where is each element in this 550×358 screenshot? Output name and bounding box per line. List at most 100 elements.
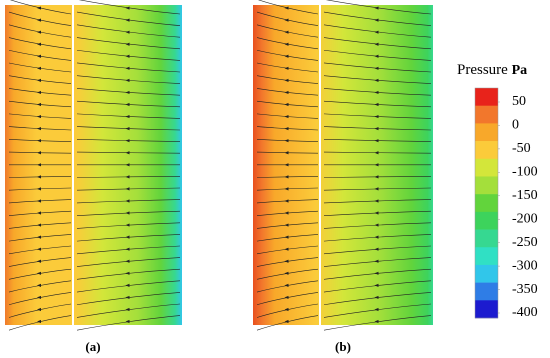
arrowhead: [125, 127, 130, 131]
arrowhead: [284, 319, 289, 324]
arrowhead: [284, 295, 289, 300]
color-band: [475, 194, 498, 213]
arrowhead: [125, 259, 130, 263]
arrowhead: [374, 18, 379, 22]
arrowhead: [37, 211, 41, 215]
arrowhead: [125, 18, 130, 22]
panel-label: (b): [335, 339, 351, 354]
arrowhead: [125, 151, 130, 155]
arrowhead: [125, 30, 130, 34]
arrowhead: [374, 102, 379, 107]
arrowhead: [37, 151, 41, 155]
arrowhead: [37, 90, 41, 95]
color-band: [475, 300, 498, 319]
color-band: [475, 158, 498, 177]
arrowhead: [374, 78, 379, 82]
arrowhead: [284, 307, 289, 312]
streamlines: [8, 0, 432, 331]
arrowhead: [374, 42, 379, 46]
arrowhead: [125, 42, 130, 46]
arrowhead: [374, 151, 379, 155]
arrowhead: [374, 127, 379, 131]
arrowhead: [284, 30, 289, 34]
arrowhead: [125, 199, 130, 203]
arrowhead: [374, 30, 379, 34]
arrowhead: [125, 295, 130, 300]
arrowhead: [37, 114, 41, 119]
arrowhead: [284, 66, 289, 70]
arrowhead: [125, 247, 130, 251]
arrowhead: [37, 235, 41, 239]
color-band: [475, 105, 498, 124]
arrowhead: [374, 54, 379, 58]
color-band: [475, 211, 498, 230]
arrowhead: [374, 66, 379, 70]
arrowhead: [37, 199, 41, 203]
arrowhead: [37, 175, 41, 179]
arrowhead: [37, 163, 41, 167]
arrowhead: [37, 54, 41, 58]
arrowhead: [284, 78, 289, 82]
arrowhead: [37, 127, 41, 131]
unit-text: Pa: [512, 63, 528, 78]
arrowhead: [37, 259, 41, 263]
arrowhead: [284, 151, 289, 155]
tick-label: -200: [512, 211, 538, 226]
tick-label: 50: [512, 94, 526, 109]
panel-label: (a): [85, 339, 100, 354]
arrowhead: [284, 271, 289, 275]
arrowhead: [125, 187, 130, 191]
colorbar-title: Pressure Pa: [457, 62, 527, 78]
arrowhead: [284, 42, 289, 46]
arrowhead: [37, 319, 41, 324]
color-band: [475, 247, 498, 266]
tick-label: 0: [512, 118, 519, 133]
arrowhead: [37, 307, 41, 312]
arrowhead: [125, 114, 130, 119]
tick-label: -100: [512, 165, 538, 180]
arrowhead: [374, 223, 379, 227]
arrowhead: [37, 139, 41, 143]
arrowhead: [374, 271, 379, 275]
arrowhead: [37, 247, 41, 251]
arrowhead: [125, 163, 130, 167]
arrowhead: [37, 283, 41, 287]
arrowhead: [284, 259, 289, 263]
color-band: [475, 229, 498, 248]
arrowhead: [37, 6, 41, 10]
arrowhead: [125, 139, 130, 143]
arrowhead: [374, 319, 379, 324]
arrowhead: [284, 235, 289, 239]
arrowhead: [284, 199, 289, 203]
arrowhead: [284, 90, 289, 95]
color-band: [475, 264, 498, 283]
arrowhead: [125, 283, 130, 287]
arrowhead: [125, 235, 130, 239]
arrowhead: [125, 90, 130, 95]
arrowhead: [374, 259, 379, 263]
colorbar-frame: [474, 87, 499, 319]
arrowhead: [37, 42, 41, 46]
arrowhead: [284, 127, 289, 131]
arrowhead: [374, 114, 379, 119]
arrowhead: [37, 223, 41, 227]
arrowhead: [125, 211, 130, 215]
arrowhead: [374, 187, 379, 191]
arrowhead: [374, 307, 379, 312]
arrowhead: [374, 247, 379, 251]
arrowhead: [125, 78, 130, 82]
arrowhead: [374, 295, 379, 300]
arrowhead: [125, 223, 130, 227]
tick-label: -300: [512, 258, 538, 273]
arrowhead: [284, 102, 289, 107]
color-band: [475, 123, 498, 142]
arrowhead: [284, 175, 289, 179]
arrowhead: [284, 223, 289, 227]
arrowhead: [374, 283, 379, 287]
title-text: Pressure: [457, 62, 508, 78]
arrowhead: [284, 139, 289, 143]
arrowhead: [125, 54, 130, 58]
arrowhead: [374, 235, 379, 239]
arrowhead: [37, 295, 41, 300]
